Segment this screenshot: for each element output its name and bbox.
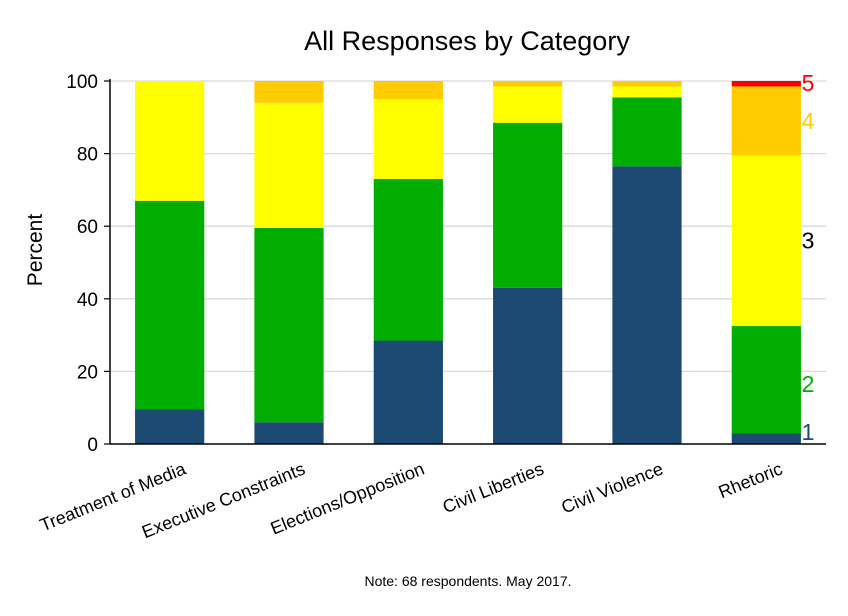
y-axis-label: Percent [24, 214, 47, 287]
y-tick-label: 40 [77, 290, 98, 311]
series-label-5: 5 [802, 70, 815, 96]
bar-segment-2 [373, 179, 443, 341]
bar-segment-1 [135, 409, 205, 444]
series-label-3: 3 [802, 228, 815, 254]
y-tick-label: 0 [87, 435, 98, 456]
bar-segment-3 [135, 81, 205, 201]
bar-segment-3 [373, 99, 443, 180]
y-tick-label: 20 [77, 362, 98, 383]
bar-segment-1 [731, 433, 801, 444]
bar-segment-2 [612, 97, 682, 167]
bar-segment-3 [493, 86, 563, 123]
bar-segment-2 [254, 228, 324, 423]
bar-segment-2 [493, 122, 563, 288]
bar-segment-1 [254, 422, 324, 444]
bar-segment-1 [373, 340, 443, 444]
bar-segment-3 [612, 86, 682, 98]
bars [135, 81, 801, 444]
bar-segment-4 [254, 81, 324, 103]
axes [104, 79, 826, 445]
y-tick-label: 80 [77, 145, 98, 166]
bar-segment-3 [731, 155, 801, 327]
y-tick-label: 100 [66, 72, 98, 93]
bar-segment-4 [373, 81, 443, 100]
gridlines [110, 80, 826, 373]
bar-segment-2 [135, 200, 205, 410]
bar-segment-4 [731, 86, 801, 156]
bar-segment-4 [493, 81, 563, 87]
y-tick-label: 60 [77, 217, 98, 238]
bar-segment-4 [612, 81, 682, 87]
chart-title: All Responses by Category [304, 26, 630, 56]
series-labels: 1 2 3 4 5 [802, 70, 815, 445]
bar-segment-5 [731, 81, 801, 87]
series-label-1: 1 [802, 419, 815, 445]
y-tick-labels: 0 20 40 60 80 100 [66, 72, 98, 456]
series-label-4: 4 [802, 108, 815, 134]
chart-note: Note: 68 respondents. May 2017. [364, 573, 571, 589]
bar-segment-1 [612, 166, 682, 444]
bar-segment-1 [493, 287, 563, 444]
bar-segment-3 [254, 102, 324, 229]
bar-segment-2 [731, 326, 801, 434]
series-label-2: 2 [802, 371, 815, 397]
